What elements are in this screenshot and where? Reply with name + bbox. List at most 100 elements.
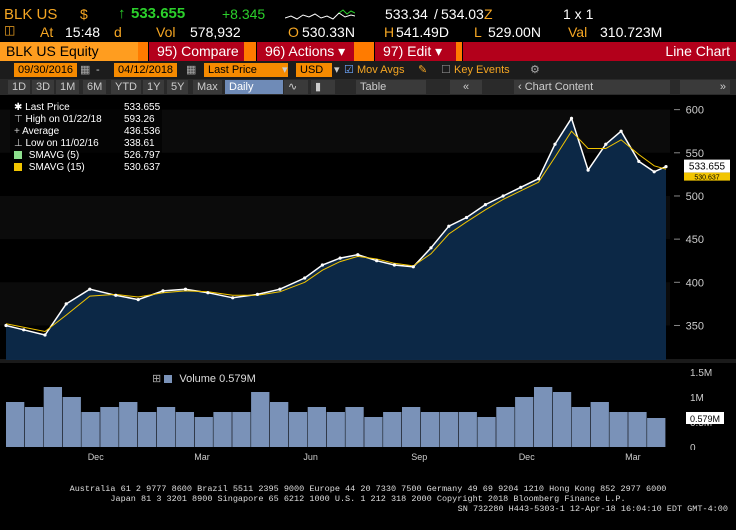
- x-axis-month: Mar: [194, 452, 210, 462]
- field-select[interactable]: Last Price: [204, 63, 288, 77]
- currency-select[interactable]: USD: [296, 63, 332, 77]
- price-point: [88, 287, 92, 291]
- legend-row-smavg5: SMAVG (5) 526.797: [14, 150, 160, 162]
- volume-bar: [534, 387, 553, 447]
- period-ytd[interactable]: YTD: [111, 80, 141, 94]
- collapse-left-icon[interactable]: «: [450, 80, 482, 94]
- calendar-icon[interactable]: ▦: [80, 64, 91, 76]
- volume-tag: 0.579M: [690, 414, 720, 424]
- mov-avgs-label[interactable]: Mov Avgs: [357, 64, 405, 76]
- edit-number: 97): [383, 43, 404, 59]
- legend-row-smavg15: SMAVG (15) 530.637: [14, 162, 160, 174]
- vol-label: Vol: [156, 24, 176, 40]
- price-point: [278, 287, 282, 291]
- footer-line-1: Australia 61 2 9777 8600 Brazil 5511 239…: [69, 484, 667, 494]
- calendar-icon[interactable]: ▦: [186, 64, 197, 76]
- frequency-select[interactable]: Daily: [225, 80, 283, 94]
- price-axis-label: 450: [686, 234, 704, 246]
- settings-icon[interactable]: ⚙: [530, 64, 540, 76]
- low-price: 529.00N: [488, 24, 541, 40]
- volume-bar: [62, 397, 81, 447]
- table-button[interactable]: Table: [356, 80, 426, 94]
- trade-time: 15:48: [65, 24, 101, 40]
- price-point: [664, 165, 668, 169]
- chart-content-label: Chart Content: [524, 81, 594, 93]
- bid-ask-separator: /: [434, 6, 438, 22]
- at-label: At: [40, 24, 54, 40]
- price-point: [392, 263, 396, 267]
- exchange-code: Z: [484, 6, 493, 22]
- price-point: [43, 333, 47, 337]
- price-point: [637, 159, 641, 163]
- volume-bar: [138, 412, 157, 447]
- period-1d[interactable]: 1D: [8, 80, 31, 94]
- time-flag: d: [114, 24, 122, 40]
- legend-row-average: + Average 436.536: [14, 126, 160, 138]
- price-chart[interactable]: 600 550 500 450 400 350 533.655 530.637 1.5M 1M 0.…: [0, 95, 736, 465]
- period-3d[interactable]: 3D: [32, 80, 55, 94]
- period-6m[interactable]: 6M: [83, 80, 107, 94]
- period-max[interactable]: Max: [193, 80, 222, 94]
- start-date-field[interactable]: 09/30/2016: [14, 63, 78, 77]
- volume-bar: [458, 412, 477, 447]
- legend-label: SMAVG (15): [28, 162, 85, 173]
- x-axis-bg: [0, 450, 736, 465]
- compare-button[interactable]: 95) Compare: [148, 42, 244, 61]
- date-separator: -: [96, 64, 100, 76]
- bid: 533.34: [385, 6, 428, 22]
- period-5y[interactable]: 5Y: [167, 80, 189, 94]
- end-date-field[interactable]: 04/12/2018: [114, 63, 178, 77]
- chevron-down-icon[interactable]: ▾: [334, 64, 340, 76]
- low-marker-icon: ⊥: [14, 138, 23, 149]
- high-marker-icon: ⊤: [14, 114, 23, 125]
- line-chart-icon[interactable]: ∿: [284, 80, 308, 94]
- volume-bar: [6, 402, 25, 447]
- price-point: [652, 170, 656, 174]
- period-1m[interactable]: 1M: [56, 80, 80, 94]
- volume-bar: [175, 412, 194, 447]
- volume-bar: [81, 412, 100, 447]
- collapse-right-icon[interactable]: »: [680, 80, 730, 94]
- ticker: BLK US: [4, 6, 58, 23]
- volume-bar: [270, 402, 289, 447]
- checkbox-icon[interactable]: ☑: [344, 64, 354, 76]
- volume-bar: [194, 417, 213, 447]
- edit-button[interactable]: 97) Edit ▾: [374, 42, 456, 61]
- key-events-label[interactable]: Key Events: [454, 64, 510, 76]
- price-point: [519, 185, 523, 189]
- volume-bar: [288, 412, 308, 447]
- price-point: [255, 292, 260, 296]
- security-field[interactable]: BLK US Equity: [0, 42, 138, 61]
- price-point: [206, 291, 210, 295]
- chart-type-label[interactable]: Line Chart: [462, 42, 736, 61]
- actions-button[interactable]: 96) Actions ▾: [256, 42, 354, 61]
- checkbox-icon[interactable]: ☐: [441, 64, 451, 76]
- legend-value: 533.655: [124, 102, 161, 113]
- price-point: [586, 168, 590, 172]
- smavg-tag: 530.637: [694, 175, 719, 182]
- expand-icon[interactable]: ⊞: [152, 373, 162, 385]
- compare-label: Compare: [181, 43, 239, 59]
- lock-icon: ◫: [4, 23, 16, 37]
- volume-bar: [43, 387, 62, 447]
- up-arrow-icon: ↑: [118, 5, 126, 22]
- compare-number: 95): [157, 43, 178, 59]
- legend-value: 593.26: [124, 114, 155, 125]
- traded-value: 310.723M: [600, 24, 663, 40]
- price-point: [231, 296, 235, 300]
- volume-bar: [515, 397, 534, 447]
- volume-bar: [439, 412, 458, 447]
- period-1y[interactable]: 1Y: [143, 80, 165, 94]
- volume-bar: [156, 407, 176, 447]
- swatch-icon: [14, 151, 22, 159]
- chevron-down-icon: ▾: [435, 43, 443, 59]
- volume-bar: [364, 417, 383, 447]
- sparkline-icon: [285, 9, 355, 20]
- price-axis-label: 500: [686, 191, 704, 203]
- bar-chart-icon[interactable]: ▮: [311, 80, 335, 94]
- pencil-icon[interactable]: ✎: [418, 64, 428, 76]
- chevron-down-icon[interactable]: ▾: [282, 64, 288, 76]
- volume-bar: [609, 412, 628, 447]
- chart-content-button[interactable]: ‹ Chart Content: [514, 80, 670, 94]
- volume-bar: [345, 407, 364, 447]
